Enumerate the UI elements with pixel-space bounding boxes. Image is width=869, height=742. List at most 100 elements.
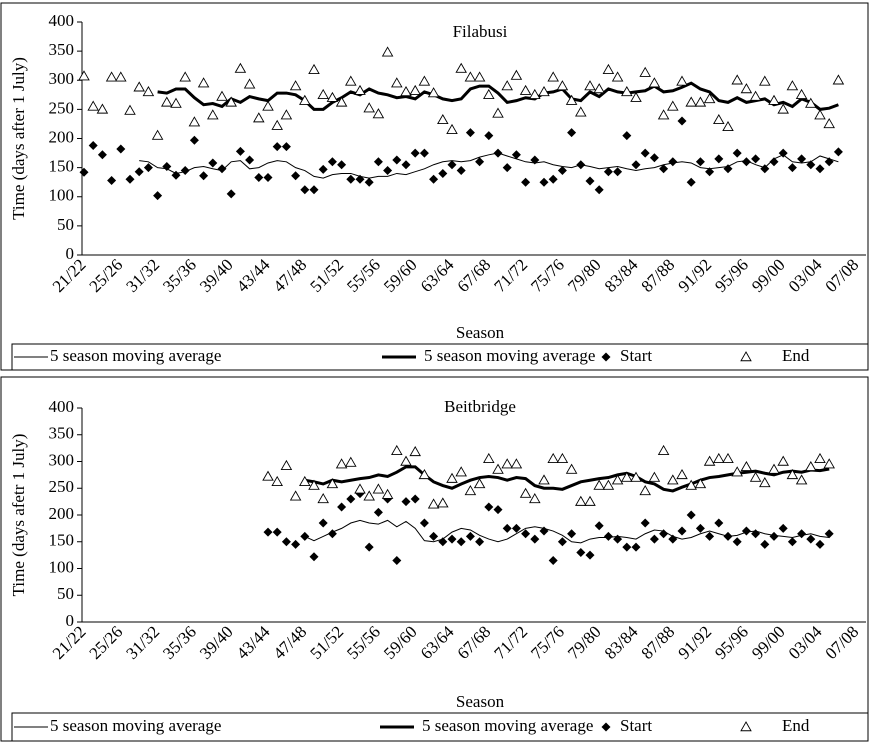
panel-frame <box>0 376 869 742</box>
start-point <box>107 175 117 185</box>
end-point <box>446 123 458 134</box>
legend-label: 5 season moving average <box>422 716 593 735</box>
end-point <box>473 478 486 489</box>
end-point <box>437 113 449 125</box>
end-point <box>667 474 679 485</box>
x-tick-label: 55/56 <box>343 622 384 663</box>
end-point <box>565 463 578 474</box>
end-point <box>483 88 495 100</box>
x-tick-label: 59/60 <box>380 622 421 663</box>
end-point <box>473 71 486 82</box>
y-tick-label: 400 <box>49 397 75 416</box>
start-point <box>815 164 825 174</box>
end-point <box>280 459 293 470</box>
start-point <box>309 185 319 195</box>
legend-label: Start <box>620 346 652 365</box>
start-point <box>502 523 512 533</box>
legend-swatch <box>601 722 611 732</box>
end-point <box>722 120 734 132</box>
start-point <box>769 157 779 167</box>
y-axis-label: Time (days after 1 July) <box>9 57 28 220</box>
end-point <box>547 71 559 82</box>
start-point <box>235 146 245 156</box>
start-point <box>254 173 264 183</box>
start-point <box>327 529 337 539</box>
start-point <box>631 542 641 552</box>
end-point <box>427 87 440 98</box>
end-point <box>667 100 679 111</box>
start-point <box>594 185 604 195</box>
start-point <box>751 154 761 164</box>
x-tick-label: 63/64 <box>417 622 458 663</box>
end-point <box>694 96 707 107</box>
end-point <box>179 71 191 82</box>
x-tick-label: 71/72 <box>490 255 531 296</box>
legend-label: 5 season moving average <box>50 346 221 365</box>
start-point <box>686 510 696 520</box>
x-tick-label: 07/08 <box>822 622 863 663</box>
x-tick-label: 83/84 <box>601 622 642 663</box>
end-point <box>685 479 697 490</box>
start-point <box>226 189 236 199</box>
end-point <box>814 452 826 464</box>
start-point <box>346 494 356 504</box>
end-point <box>703 455 716 466</box>
start-point <box>291 539 301 549</box>
start-point <box>567 529 577 539</box>
start-point <box>116 144 126 154</box>
end-point <box>299 94 311 105</box>
start-point <box>585 550 595 560</box>
end-point <box>354 84 366 95</box>
start-point <box>833 147 843 157</box>
start-point <box>603 531 613 541</box>
start-point <box>245 155 255 165</box>
y-tick-label: 250 <box>49 477 75 496</box>
start-point <box>355 174 365 184</box>
start-point <box>217 164 227 174</box>
x-tick-label: 67/68 <box>454 255 495 296</box>
start-point <box>208 158 218 168</box>
end-point <box>731 74 743 85</box>
start-point <box>668 534 678 544</box>
start-point <box>695 157 705 167</box>
start-point <box>677 116 687 126</box>
end-point <box>115 71 127 82</box>
start-point <box>594 521 604 531</box>
end-point <box>289 490 302 501</box>
end-point <box>657 109 670 120</box>
start-point <box>419 148 429 158</box>
start-point <box>511 150 521 160</box>
legend-swatch <box>601 352 611 362</box>
end-point <box>409 445 421 457</box>
start-point <box>401 160 411 170</box>
end-point <box>602 479 615 490</box>
end-point <box>326 478 339 489</box>
end-point <box>335 458 348 469</box>
start-point <box>318 518 328 528</box>
start-point <box>272 142 282 152</box>
end-point <box>372 483 385 494</box>
start-point <box>484 131 494 141</box>
end-point <box>188 116 201 127</box>
end-point <box>363 102 375 113</box>
end-point <box>409 84 421 95</box>
start-point <box>134 167 144 177</box>
start-point <box>787 537 797 547</box>
start-point <box>705 531 715 541</box>
end-point <box>271 475 283 487</box>
start-point <box>364 542 374 552</box>
end-point <box>740 460 753 472</box>
start-point <box>686 177 696 187</box>
end-point <box>621 471 633 482</box>
start-point <box>797 529 807 539</box>
start-point <box>392 555 402 565</box>
end-point <box>575 495 587 506</box>
start-point <box>281 142 291 152</box>
end-point <box>317 88 329 100</box>
start-point <box>732 148 742 158</box>
start-point <box>806 160 816 170</box>
end-point <box>381 488 394 499</box>
start-point <box>603 167 613 177</box>
start-point <box>539 177 549 187</box>
end-point <box>142 85 155 97</box>
